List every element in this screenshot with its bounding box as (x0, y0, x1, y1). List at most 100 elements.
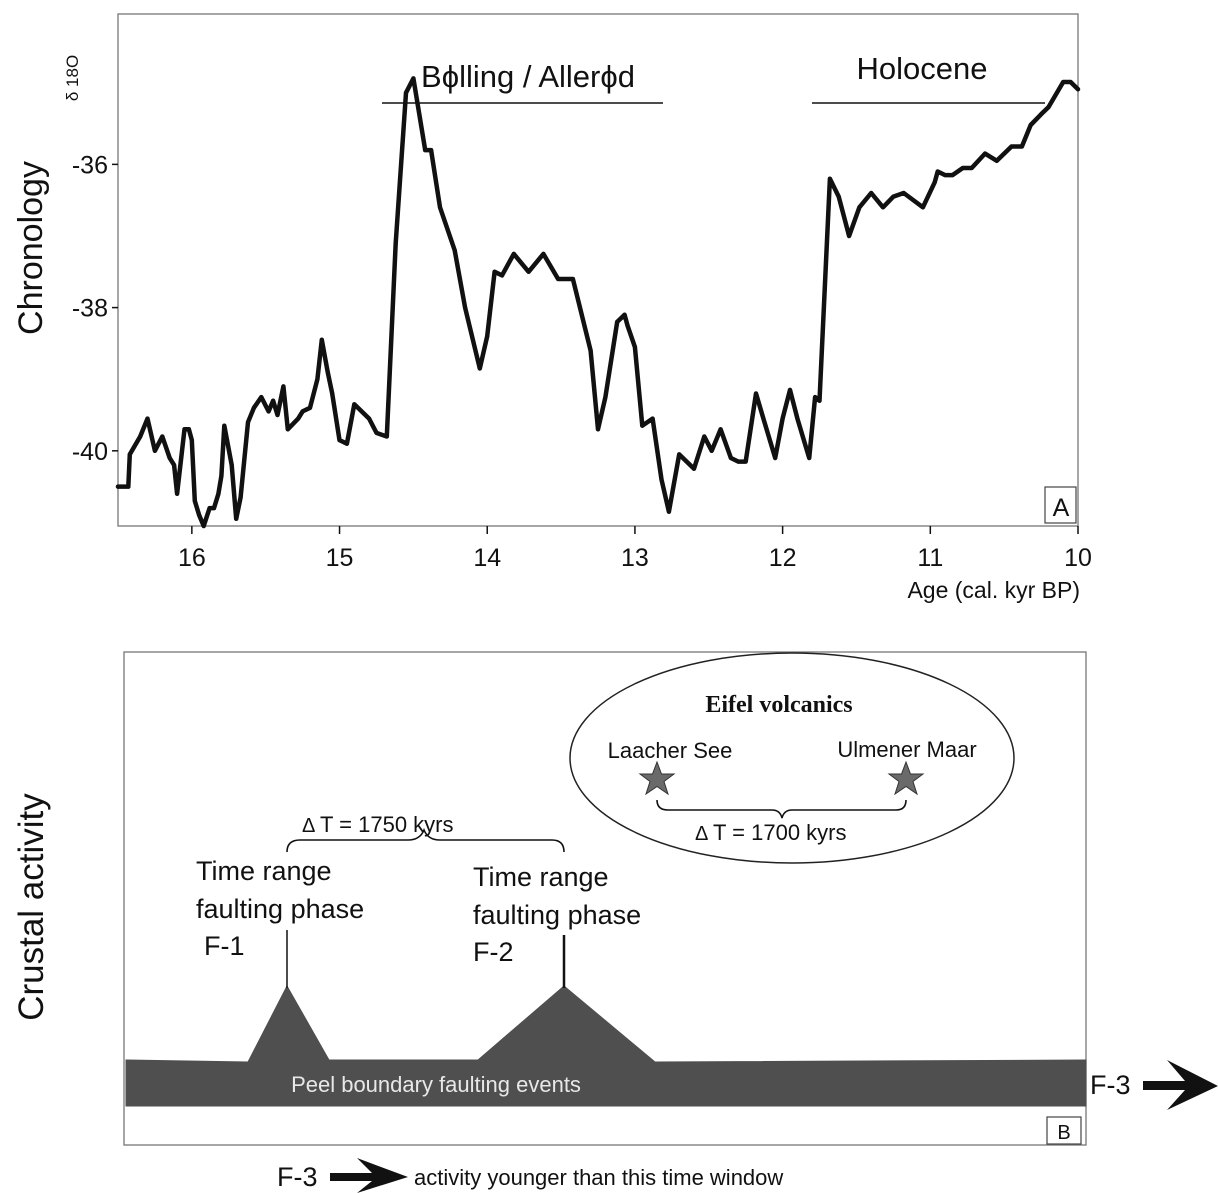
data-point (330, 391, 335, 396)
panel-a: Chronology δ 18O -36-38-40 16 15 14 13 12 11 1… (12, 13, 1092, 603)
data-point (1076, 87, 1080, 92)
y-axis-title-b: Crustal activity (12, 793, 51, 1021)
data-point (836, 194, 841, 199)
data-point (207, 506, 212, 511)
delta-t-eifel-brace (656, 799, 907, 819)
data-point (138, 434, 143, 439)
data-point (817, 398, 822, 403)
data-point (743, 459, 748, 464)
data-point (556, 277, 561, 281)
annotation-holocene: Holocene (857, 51, 988, 86)
y-tick-label: -40 (72, 438, 108, 466)
data-point (404, 90, 408, 95)
panel-b-letter: B (1057, 1122, 1070, 1144)
data-point (127, 452, 132, 457)
data-point (666, 509, 671, 514)
data-point (152, 448, 157, 453)
data-point (813, 395, 818, 400)
data-point (780, 416, 785, 421)
data-point (352, 402, 357, 407)
data-point (1061, 80, 1066, 84)
data-point (891, 194, 896, 199)
data-point (266, 409, 271, 414)
data-point (367, 416, 372, 421)
data-point (222, 423, 227, 428)
data-point (511, 251, 516, 256)
f3-bottom-label: F-3 (277, 1162, 318, 1192)
data-point (795, 416, 800, 421)
data-point (219, 473, 224, 478)
data-point (1009, 144, 1014, 149)
data-point (172, 463, 177, 468)
data-point (709, 448, 714, 453)
band-label: Peel boundary faulting events (291, 1072, 581, 1097)
y-tick-label: -38 (72, 295, 108, 323)
data-point (175, 491, 180, 496)
panel-b: Crustal activity Peel boundary faulting … (12, 651, 1218, 1146)
data-point (238, 495, 243, 500)
eifel-volcanics-ellipse (569, 652, 1015, 864)
data-point (526, 269, 531, 274)
data-point (160, 434, 165, 439)
data-point (500, 273, 504, 278)
ulmener-maar-label: Ulmener Maar (837, 737, 976, 762)
f2-line-3: F-2 (473, 937, 514, 967)
f1-line-1: Time range (196, 856, 332, 886)
data-point (728, 456, 733, 460)
panel-a-frame (117, 13, 1079, 527)
f2-line-1: Time range (473, 862, 609, 892)
panel-b-letter-box (1046, 1116, 1082, 1145)
data-point (1046, 105, 1051, 110)
data-point (950, 173, 955, 178)
data-point (718, 427, 723, 432)
data-point (251, 405, 256, 410)
data-point (145, 416, 150, 421)
data-point (736, 459, 741, 464)
data-point (116, 484, 120, 489)
f3-legend: F-3 activity younger than this time wind… (277, 1158, 783, 1193)
data-point (702, 434, 707, 439)
y-axis-title-a: Chronology (12, 161, 50, 335)
data-point (754, 391, 758, 396)
data-point (281, 384, 286, 389)
data-point (296, 416, 301, 421)
data-point (423, 148, 428, 153)
data-point (632, 345, 637, 349)
panel-a-letter: A (1053, 494, 1070, 522)
data-point (344, 441, 349, 446)
data-point (869, 191, 874, 195)
data-point (994, 158, 999, 163)
data-point (920, 205, 925, 210)
data-point (901, 191, 906, 195)
data-point (1039, 112, 1044, 117)
data-point (596, 427, 600, 432)
data-point (625, 323, 630, 328)
data-point (659, 477, 664, 482)
data-point (983, 151, 987, 156)
data-point (189, 438, 194, 443)
data-point (615, 319, 620, 324)
peel-boundary-faulting-band (125, 984, 1087, 1107)
data-point (935, 169, 940, 174)
data-point (477, 366, 482, 371)
data-point (541, 251, 546, 256)
f3-bottom-description: activity younger than this time window (414, 1165, 783, 1190)
data-points (116, 76, 1080, 528)
data-point (275, 413, 280, 417)
delta-t-eifel-label: T = 1700 kyrs (713, 820, 847, 845)
data-point (186, 427, 191, 432)
f1-line-3: F-1 (204, 931, 245, 961)
delta-t-faulting-label: T = 1750 kyrs (320, 812, 454, 837)
data-point (788, 387, 792, 392)
data-point (943, 173, 948, 178)
panel-b-frame (123, 651, 1087, 1146)
data-point (300, 409, 305, 414)
x-axis-title-a: Age (cal. kyr BP) (907, 577, 1080, 603)
x-tick-label: 12 (769, 544, 797, 572)
x-ticks: 16 15 14 13 12 11 10 (178, 526, 1092, 572)
data-point (438, 205, 442, 210)
data-point (960, 166, 965, 170)
data-point (234, 516, 239, 521)
x-tick-label: 15 (326, 544, 354, 572)
